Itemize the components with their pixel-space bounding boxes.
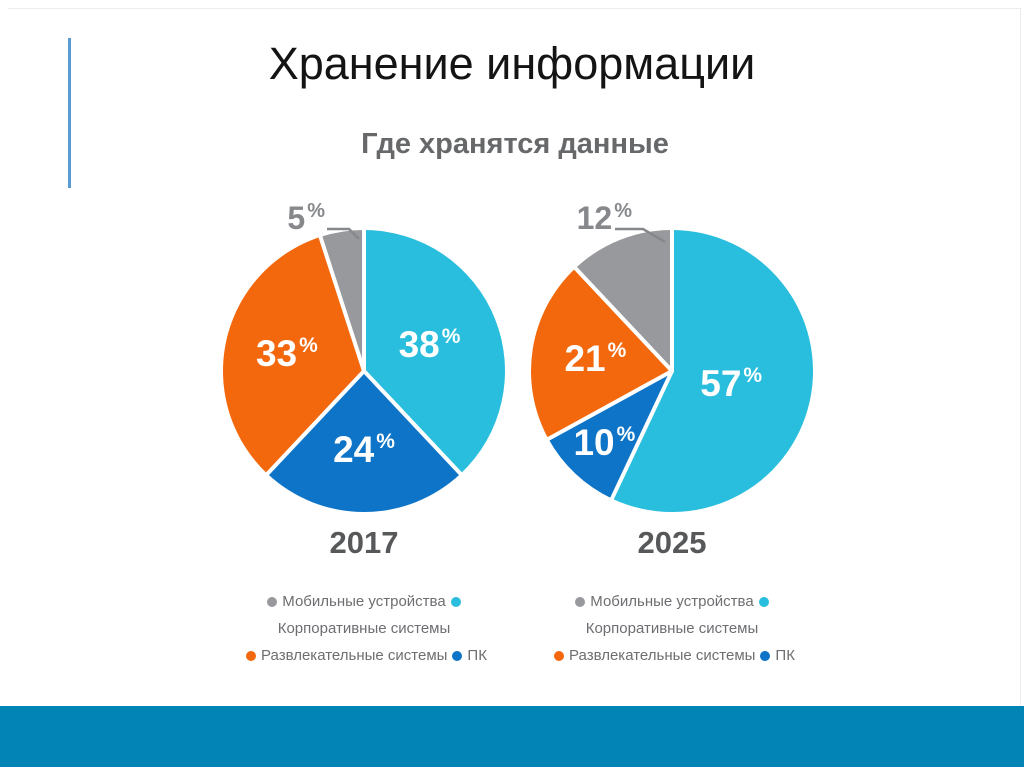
slice-separator bbox=[318, 234, 366, 373]
slice-value-label: 57% bbox=[700, 363, 762, 404]
legend-line: Корпоративные системы bbox=[511, 615, 833, 642]
legend-dot bbox=[450, 597, 461, 607]
legend-line: Развлекательные системы ПК bbox=[203, 642, 525, 669]
pie-slice-2025-ПК bbox=[548, 371, 672, 499]
slice-callout-label: 5% bbox=[287, 200, 325, 236]
slice-separator bbox=[609, 369, 674, 501]
legend-line: Корпоративные системы bbox=[203, 615, 525, 642]
legend-dot bbox=[452, 651, 463, 661]
chart-title: Где хранятся данные bbox=[361, 128, 669, 160]
slice-value-label: 10% bbox=[573, 422, 635, 463]
year-label: 2025 bbox=[638, 525, 707, 560]
legend-2025: Мобильные устройства Корпоративные систем… bbox=[511, 588, 833, 669]
legend-item-label: Развлекательные системы bbox=[261, 647, 448, 664]
accent-line bbox=[68, 38, 71, 188]
pie-slice-2017-ПК bbox=[267, 371, 461, 512]
legend-item-label: Корпоративные системы bbox=[585, 620, 759, 637]
legend-dot bbox=[758, 597, 769, 607]
slice-separator bbox=[265, 369, 366, 476]
legend-dot bbox=[760, 651, 771, 661]
slide-border-top bbox=[8, 8, 1021, 9]
callout-leader-line bbox=[615, 227, 666, 244]
pie-chart-2017: 38%24%33%5 %2017 bbox=[223, 200, 505, 560]
legend-line: Мобильные устройства bbox=[203, 588, 525, 615]
legend-item-label: Корпоративные системы bbox=[277, 620, 451, 637]
legend-dot bbox=[554, 651, 565, 661]
pie-slice-2017-Развлекательные системы bbox=[223, 236, 364, 474]
year-label: 2017 bbox=[330, 525, 399, 560]
slide-border-right bbox=[1020, 8, 1021, 706]
callout-leader-line bbox=[327, 227, 360, 240]
legend-dot bbox=[575, 597, 586, 607]
pie-slice-2025-Развлекательные системы bbox=[531, 268, 672, 439]
legend-item-label: Мобильные устройства bbox=[282, 593, 446, 610]
bottom-band bbox=[0, 706, 1024, 767]
slice-separator bbox=[573, 266, 674, 373]
pie-charts-area: 38% 24% 33% 5% 2017 Мобильные устройства Корпо… bbox=[203, 200, 833, 669]
pie-slice-2025-Корпоративные системы bbox=[611, 230, 814, 512]
legend-line: Мобильные устройства bbox=[511, 588, 833, 615]
slice-separator bbox=[362, 369, 463, 476]
slide-title: Хранение информации bbox=[268, 38, 756, 89]
pie-slice-2025-Мобильные устройства bbox=[575, 230, 672, 371]
legend-item-label: Развлекательные системы bbox=[569, 647, 756, 664]
legend-dot bbox=[246, 651, 257, 661]
slice-callout-label: 12% bbox=[577, 200, 633, 236]
pie-chart-2025: 57%10%21%12 %2025 bbox=[531, 200, 814, 560]
legend-line: Развлекательные системы ПК bbox=[511, 642, 833, 669]
legend-2017: Мобильные устройства Корпоративные систем… bbox=[203, 588, 525, 669]
legend-item-label: Мобильные устройства bbox=[590, 593, 754, 610]
legend-item-label: ПК bbox=[775, 647, 795, 664]
legend-item-label: ПК bbox=[467, 647, 487, 664]
pie-slice-2017-Корпоративные системы bbox=[364, 230, 505, 474]
slice-separator bbox=[546, 369, 674, 441]
legend-dot bbox=[267, 597, 278, 607]
